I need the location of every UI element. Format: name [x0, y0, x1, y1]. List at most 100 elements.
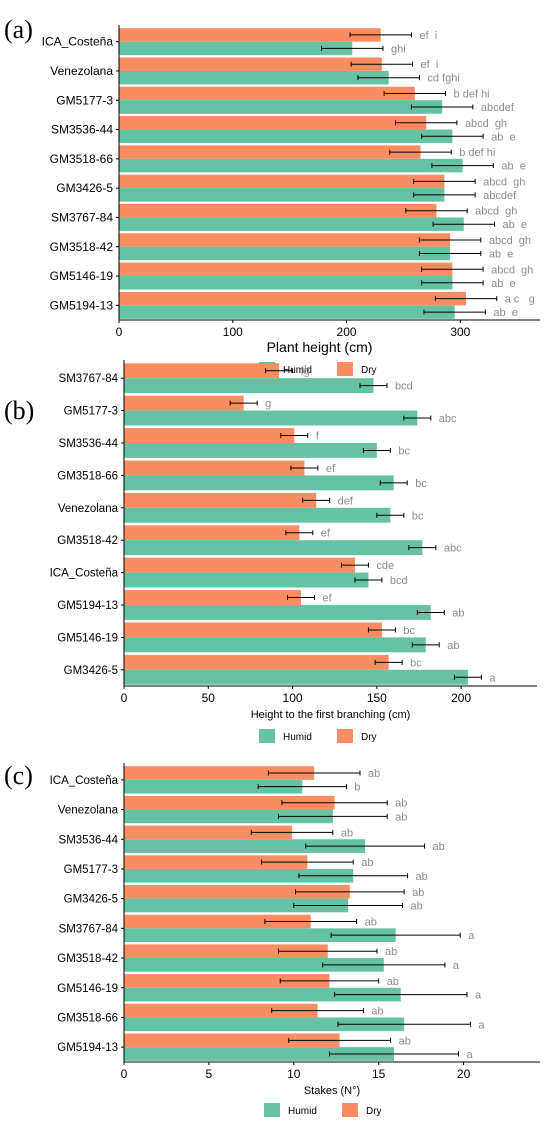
bar-dry	[119, 28, 381, 42]
significance-letter: bcd	[395, 381, 413, 393]
category-label: GM5146-19	[57, 632, 118, 644]
x-tick-label: 200	[337, 325, 357, 339]
x-tick-label: 0	[116, 325, 123, 339]
significance-letter: a	[489, 672, 496, 684]
bar-dry	[124, 654, 389, 670]
bar-dry	[124, 557, 355, 573]
category-label: GM5146-19	[57, 983, 118, 995]
significance-letter: abcd gh	[489, 235, 531, 247]
bar-dry	[124, 1033, 340, 1048]
bar-humid	[124, 1017, 405, 1032]
x-tick-label: 15	[372, 1067, 386, 1081]
category-label: GM5177-3	[64, 406, 118, 418]
bar-dry	[124, 492, 317, 508]
panel-c: (c) abbICA_CosteñaababVenezolanaababSM353…	[4, 761, 540, 1117]
bar-dry	[124, 460, 305, 476]
significance-letter: ab	[412, 887, 424, 899]
legend-swatch-dry	[342, 1103, 358, 1117]
bar-humid	[124, 410, 418, 426]
significance-letter: ab	[410, 900, 422, 912]
x-axis-label: Height to the first branching (cm)	[251, 709, 411, 721]
bar-dry	[124, 395, 244, 411]
bar-humid	[124, 928, 396, 943]
bar-dry	[119, 174, 445, 189]
significance-letter: a	[475, 990, 482, 1002]
category-label: GM5177-3	[56, 93, 113, 107]
legend-swatch-humid	[264, 1103, 280, 1117]
significance-letter: abcd gh	[465, 118, 507, 130]
category-label: SM3536-44	[59, 834, 119, 846]
bar-humid	[124, 637, 426, 653]
bar-humid	[124, 572, 369, 588]
category-label: SM3536-44	[59, 438, 119, 450]
category-label: ICA_Costeña	[50, 568, 119, 580]
significance-letter: ab	[416, 871, 428, 883]
x-tick-label: 0	[121, 1067, 128, 1081]
significance-letter: ab	[341, 827, 353, 839]
significance-letter: ab	[361, 857, 373, 869]
bar-humid	[124, 443, 377, 458]
bar-dry	[124, 590, 301, 605]
category-label: GM3426-5	[64, 665, 118, 677]
category-label: Venezolana	[50, 64, 113, 78]
bar-humid	[119, 188, 445, 202]
bar-humid	[124, 809, 333, 824]
bar-humid	[124, 987, 401, 1002]
significance-letter: a c g	[505, 294, 535, 306]
bar-humid	[124, 475, 394, 491]
bar-humid	[119, 129, 453, 144]
category-label: GM5146-19	[50, 269, 114, 283]
bar-humid	[124, 1047, 394, 1061]
category-label: GM5177-3	[64, 864, 118, 876]
x-axis-label: Stakes (N°)	[304, 1085, 360, 1097]
category-label: GM3518-66	[57, 470, 118, 482]
significance-letter: ab e	[491, 131, 515, 143]
significance-letter: abcd gh	[483, 176, 525, 188]
significance-letter: bc	[412, 510, 424, 522]
significance-letter: bc	[398, 445, 410, 457]
bar-dry	[119, 86, 415, 101]
significance-letter: b	[354, 782, 360, 794]
legend-label-humid: Humid	[283, 365, 312, 376]
bar-dry	[119, 233, 451, 247]
significance-letter: ab e	[501, 161, 525, 173]
significance-letter: abcd gh	[475, 206, 517, 218]
significance-letter: def	[338, 495, 354, 507]
significance-letter: ef	[321, 528, 331, 540]
legend-label-humid: Humid	[283, 732, 312, 743]
significance-letter: ab	[447, 640, 459, 652]
significance-letter: abcdef	[481, 102, 515, 114]
bar-humid	[119, 276, 453, 290]
category-label: GM3518-42	[57, 953, 118, 965]
x-tick-label: 0	[121, 691, 128, 705]
bar-dry	[124, 525, 300, 541]
category-label: SM3536-44	[51, 123, 113, 137]
significance-letter: a	[468, 930, 475, 942]
bar-humid	[124, 605, 431, 620]
bar-humid	[119, 158, 463, 173]
significance-letter: bcd	[390, 575, 408, 587]
x-axis-label: Plant height (cm)	[267, 339, 373, 355]
significance-letter: cde	[376, 560, 394, 572]
significance-letter: b def hi	[454, 89, 490, 101]
significance-letter: ab	[395, 811, 407, 823]
bar-dry	[124, 825, 293, 840]
panel-label: (a)	[4, 15, 33, 44]
legend: Humid Dry	[264, 1103, 382, 1117]
legend-label-dry: Dry	[361, 732, 377, 743]
significance-letter: ef	[326, 463, 336, 475]
significance-letter: ef i	[421, 59, 439, 71]
significance-letter: g	[265, 398, 271, 410]
bar-dry	[119, 145, 421, 159]
bar-dry	[119, 116, 427, 130]
bar-dry	[124, 795, 335, 810]
category-label: GM3426-5	[64, 894, 118, 906]
bar-humid	[119, 70, 389, 85]
category-label: Venezolana	[58, 503, 119, 515]
legend-swatch-humid	[259, 729, 275, 743]
x-tick-label: 10	[287, 1067, 301, 1081]
x-tick-label: 100	[223, 325, 243, 339]
category-label: GM3518-42	[57, 535, 118, 547]
bar-dry	[124, 884, 350, 899]
